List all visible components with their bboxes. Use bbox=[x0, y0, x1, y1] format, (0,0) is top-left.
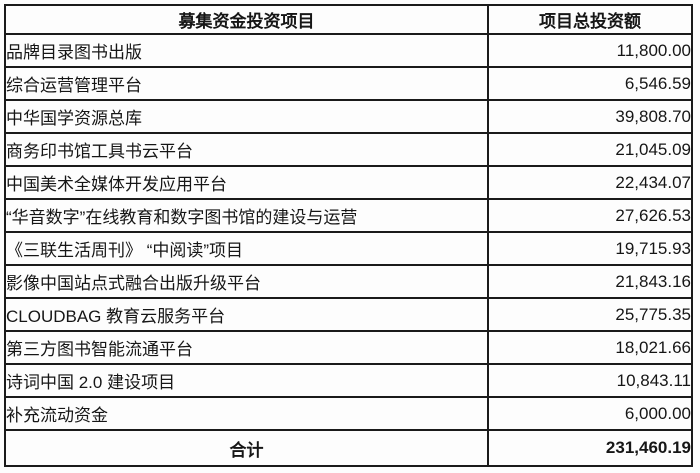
project-cell: 第三方图书智能流通平台 bbox=[4, 330, 489, 365]
amount-cell: 10,843.11 bbox=[487, 363, 693, 398]
table-row: 中华国学资源总库 39,808.70 bbox=[4, 99, 693, 134]
amount-cell: 18,021.66 bbox=[487, 330, 693, 365]
amount-cell: 25,775.35 bbox=[487, 297, 693, 332]
table-row: 诗词中国 2.0 建设项目 10,843.11 bbox=[4, 363, 693, 398]
table-row: 品牌目录图书出版 11,800.00 bbox=[4, 33, 693, 68]
table-row: CLOUDBAG 教育云服务平台 25,775.35 bbox=[4, 297, 693, 332]
amount-cell: 27,626.53 bbox=[487, 198, 693, 233]
total-amount: 231,460.19 bbox=[487, 429, 693, 467]
project-cell: 中华国学资源总库 bbox=[4, 99, 489, 134]
project-cell: “华音数字”在线教育和数字图书馆的建设与运营 bbox=[4, 198, 489, 233]
project-cell: 品牌目录图书出版 bbox=[4, 33, 489, 68]
project-cell: 补充流动资金 bbox=[4, 396, 489, 431]
amount-cell: 21,843.16 bbox=[487, 264, 693, 299]
header-project-column: 募集资金投资项目 bbox=[4, 4, 489, 35]
amount-cell: 39,808.70 bbox=[487, 99, 693, 134]
project-cell: CLOUDBAG 教育云服务平台 bbox=[4, 297, 489, 332]
table-row: 补充流动资金 6,000.00 bbox=[4, 396, 693, 431]
table-row: 影像中国站点式融合出版升级平台 21,843.16 bbox=[4, 264, 693, 299]
amount-cell: 22,434.07 bbox=[487, 165, 693, 200]
total-label: 合计 bbox=[4, 429, 489, 467]
amount-cell: 11,800.00 bbox=[487, 33, 693, 68]
project-cell: 诗词中国 2.0 建设项目 bbox=[4, 363, 489, 398]
amount-cell: 19,715.93 bbox=[487, 231, 693, 266]
table-row: 中国美术全媒体开发应用平台 22,434.07 bbox=[4, 165, 693, 200]
amount-cell: 6,000.00 bbox=[487, 396, 693, 431]
total-row: 合计 231,460.19 bbox=[4, 429, 693, 467]
fundraising-projects-table: 募集资金投资项目 项目总投资额 品牌目录图书出版 11,800.00 综合运营管… bbox=[4, 4, 693, 467]
table-row: 《三联生活周刊》 “中阅读”项目 19,715.93 bbox=[4, 231, 693, 266]
header-amount-column: 项目总投资额 bbox=[487, 4, 693, 35]
document-table-container: 募集资金投资项目 项目总投资额 品牌目录图书出版 11,800.00 综合运营管… bbox=[4, 4, 693, 467]
table-row: “华音数字”在线教育和数字图书馆的建设与运营 27,626.53 bbox=[4, 198, 693, 233]
amount-cell: 21,045.09 bbox=[487, 132, 693, 167]
project-cell: 中国美术全媒体开发应用平台 bbox=[4, 165, 489, 200]
table-row: 商务印书馆工具书云平台 21,045.09 bbox=[4, 132, 693, 167]
project-cell: 综合运营管理平台 bbox=[4, 66, 489, 101]
project-cell: 影像中国站点式融合出版升级平台 bbox=[4, 264, 489, 299]
project-cell: 《三联生活周刊》 “中阅读”项目 bbox=[4, 231, 489, 266]
header-row: 募集资金投资项目 项目总投资额 bbox=[4, 4, 693, 35]
amount-cell: 6,546.59 bbox=[487, 66, 693, 101]
project-cell: 商务印书馆工具书云平台 bbox=[4, 132, 489, 167]
table-row: 综合运营管理平台 6,546.59 bbox=[4, 66, 693, 101]
table-row: 第三方图书智能流通平台 18,021.66 bbox=[4, 330, 693, 365]
